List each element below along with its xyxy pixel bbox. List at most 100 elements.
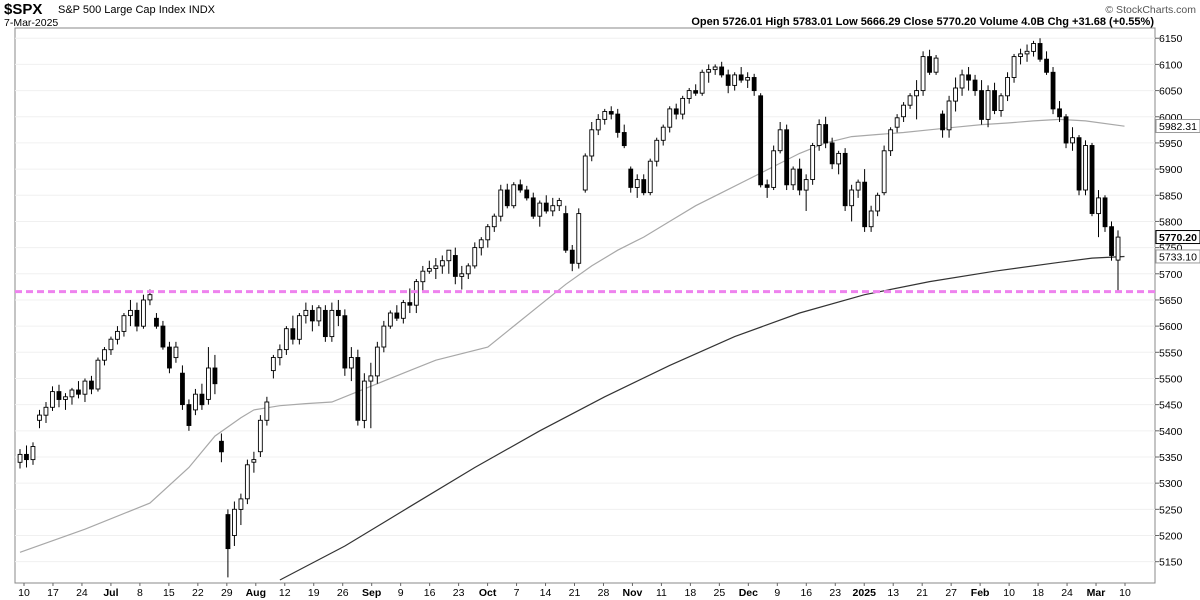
candle-body-up xyxy=(37,414,42,421)
candle xyxy=(563,205,569,253)
candle-body-up xyxy=(446,249,452,262)
candle xyxy=(348,347,354,382)
candle-body-down xyxy=(160,325,166,348)
candle xyxy=(82,378,88,403)
candle-body-up xyxy=(102,349,107,361)
candle-body-up xyxy=(1083,145,1088,191)
candle-body-up xyxy=(868,210,874,228)
y-tick-label: 5700 xyxy=(1159,269,1183,281)
candle xyxy=(232,501,237,546)
candle xyxy=(420,265,426,293)
candle-body-down xyxy=(530,197,536,217)
candle xyxy=(283,326,289,355)
candle-body-down xyxy=(1102,197,1108,228)
candle xyxy=(1018,48,1023,65)
candle xyxy=(193,388,198,416)
candle xyxy=(186,399,192,431)
candle xyxy=(264,396,270,426)
candle xyxy=(1011,53,1017,83)
x-tick-label: 22 xyxy=(192,587,204,599)
candle xyxy=(732,72,738,91)
candle xyxy=(381,320,387,353)
x-tick-label: 24 xyxy=(76,587,88,599)
candle-body-up xyxy=(888,129,894,152)
candle xyxy=(141,294,146,329)
candle-body-up xyxy=(901,104,906,118)
candle-body-up xyxy=(238,498,244,510)
candle-body-up xyxy=(296,315,302,340)
candle-body-up xyxy=(43,406,49,416)
candle-body-up xyxy=(816,124,822,146)
x-tick-label: 15 xyxy=(163,587,175,599)
candle xyxy=(706,64,712,83)
candle xyxy=(888,127,894,157)
candle-body-down xyxy=(407,302,413,306)
candle xyxy=(634,174,640,198)
candle xyxy=(407,288,413,314)
candle xyxy=(115,326,120,345)
candle xyxy=(615,108,621,138)
candle xyxy=(998,93,1004,117)
candle-body-up xyxy=(459,273,465,277)
candle xyxy=(940,110,945,138)
x-tick-label: 21 xyxy=(569,587,581,599)
candle-body-down xyxy=(992,90,997,111)
candle-body-up xyxy=(270,357,276,372)
candle-body-up xyxy=(82,380,88,395)
candle xyxy=(1031,40,1036,57)
candle-body-down xyxy=(186,404,192,426)
candle-body-down xyxy=(167,346,172,369)
candle-body-down xyxy=(309,309,315,322)
candle-body-down xyxy=(517,184,523,191)
candle-body-down xyxy=(797,168,803,191)
candle-body-up xyxy=(706,69,712,73)
x-tick-label: 29 xyxy=(221,587,233,599)
candle-body-up xyxy=(95,359,101,390)
candle-body-up xyxy=(550,205,556,212)
x-tick-label: 17 xyxy=(47,587,59,599)
candle-body-down xyxy=(24,453,29,461)
candle xyxy=(1115,230,1121,292)
candle-body-up xyxy=(537,202,543,217)
candle xyxy=(719,61,725,78)
candle-body-up xyxy=(478,239,484,249)
candle xyxy=(1102,195,1108,232)
candle xyxy=(979,80,984,125)
candle-body-down xyxy=(134,309,140,327)
candle xyxy=(784,124,790,191)
candle-body-up xyxy=(1018,53,1023,57)
moving-averages xyxy=(19,118,1125,581)
candle-body-down xyxy=(673,108,679,115)
candle-body-down xyxy=(212,367,218,385)
candle-body-up xyxy=(1024,50,1030,55)
x-tick-label: Feb xyxy=(971,587,990,599)
candle xyxy=(69,387,75,405)
x-tick-label: 28 xyxy=(598,587,610,599)
candle-body-up xyxy=(836,152,842,165)
x-tick-label: 19 xyxy=(308,587,320,599)
candle-body-down xyxy=(76,389,81,395)
candle xyxy=(413,279,419,314)
candle xyxy=(647,158,653,196)
candle xyxy=(985,85,991,128)
x-tick-label: Nov xyxy=(623,587,643,599)
candle-body-up xyxy=(686,90,692,99)
price-tag-box xyxy=(1155,249,1200,264)
candle xyxy=(862,169,868,232)
candle-body-up xyxy=(953,87,958,102)
x-tick-label: 2025 xyxy=(853,587,877,599)
candle-body-up xyxy=(602,111,608,120)
candle-body-down xyxy=(56,391,62,400)
x-tick-label: Aug xyxy=(246,587,266,599)
candle-body-up xyxy=(264,401,270,421)
price-tags: 5982.31 5770.20 5733.10 xyxy=(1155,119,1200,264)
x-tick-label: 23 xyxy=(453,587,465,599)
y-tick-label: 5500 xyxy=(1159,373,1183,385)
candle xyxy=(1096,190,1101,238)
candle xyxy=(374,341,380,384)
candle xyxy=(660,124,666,146)
x-tick-label: Jul xyxy=(103,587,118,599)
candle xyxy=(855,179,861,198)
candle xyxy=(868,205,874,232)
candle xyxy=(24,445,29,468)
